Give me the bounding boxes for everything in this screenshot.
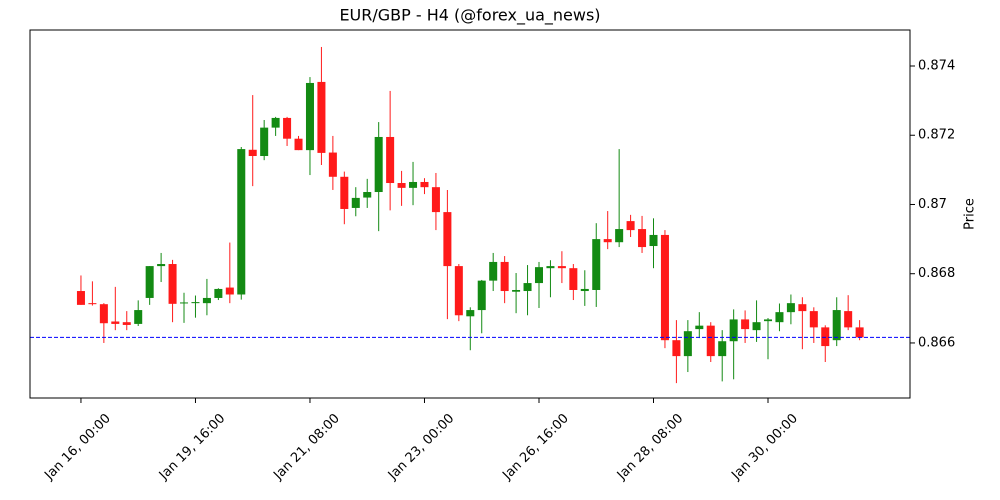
y-tick-label: 0.874: [918, 59, 955, 74]
candle-body: [340, 176, 349, 209]
candle-body: [821, 327, 830, 347]
candle-body: [443, 212, 452, 267]
candle-body: [248, 149, 257, 157]
candle-body: [569, 268, 578, 290]
candle-body: [305, 82, 314, 151]
candle-body: [317, 81, 326, 153]
candle-body: [603, 239, 612, 243]
y-tick-label: 0.87: [918, 197, 947, 212]
candle-body: [809, 311, 818, 328]
candle-body: [466, 310, 475, 317]
y-tick-label: 0.868: [918, 266, 955, 281]
candle-body: [477, 280, 486, 311]
candle-body: [225, 287, 234, 295]
candle-body: [752, 322, 761, 331]
candle-body: [180, 302, 189, 304]
candle-body: [706, 325, 715, 357]
candle-body: [512, 289, 521, 292]
candle-body: [764, 319, 773, 322]
candle-body: [626, 221, 635, 231]
candle-body: [729, 319, 738, 342]
candle-body: [202, 297, 211, 304]
candle-body: [557, 266, 566, 269]
candle-body: [294, 138, 303, 151]
y-tick-label: 0.866: [918, 335, 955, 350]
candle-body: [351, 197, 360, 208]
candle-body: [844, 311, 853, 328]
candle-body: [660, 234, 669, 341]
candle-body: [191, 302, 200, 304]
candle-body: [145, 266, 154, 298]
candle-body: [580, 288, 589, 292]
candle-body: [683, 331, 692, 357]
candle-body: [500, 261, 509, 292]
candle-body: [157, 264, 166, 267]
candle-body: [672, 340, 681, 357]
candle-body: [122, 322, 131, 325]
candle-body: [168, 264, 177, 304]
candle-body: [718, 341, 727, 357]
candle-body: [271, 117, 280, 128]
candle-body: [374, 136, 383, 193]
y-axis-label: Price: [963, 198, 978, 230]
candle-body: [454, 266, 463, 316]
candle-body: [649, 234, 658, 247]
candle-body: [420, 181, 429, 188]
candle-body: [798, 304, 807, 312]
chart-title: EUR/GBP - H4 (@forex_ua_news): [339, 6, 600, 26]
candle-body: [397, 183, 406, 188]
candle-body: [638, 229, 647, 248]
candle-body: [741, 319, 750, 330]
candle-body: [409, 181, 418, 188]
candle-body: [386, 136, 395, 184]
candle-body: [592, 239, 601, 290]
candle-body: [99, 304, 108, 324]
candle-body: [328, 152, 337, 177]
candle-body: [695, 325, 704, 330]
plot-frame: [29, 29, 911, 399]
candle-body: [534, 267, 543, 284]
candle-body: [431, 187, 440, 213]
candle-body: [283, 117, 292, 139]
candle-body: [237, 149, 246, 295]
candle-body: [260, 127, 269, 157]
candle-body: [855, 327, 864, 338]
candle-body: [76, 291, 85, 305]
candle-body: [786, 303, 795, 313]
y-tick-label: 0.872: [918, 128, 955, 143]
candle-body: [214, 288, 223, 298]
candle-body: [489, 261, 498, 281]
candle-body: [363, 192, 372, 198]
candle-body: [546, 266, 555, 269]
candle-body: [88, 303, 97, 305]
candle-body: [775, 312, 784, 323]
candle-body: [111, 321, 120, 324]
candle-body: [615, 229, 624, 243]
candle-body: [832, 310, 841, 341]
candle-body: [134, 310, 143, 324]
candle-body: [523, 283, 532, 292]
